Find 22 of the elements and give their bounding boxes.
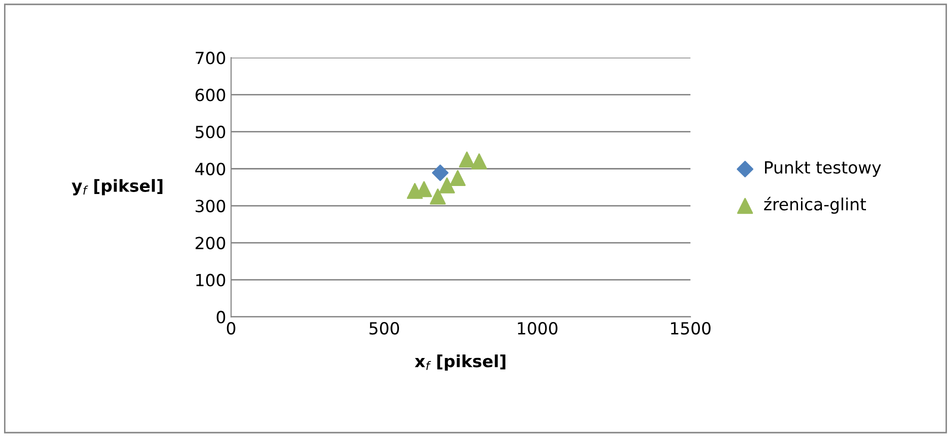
x-tick-label: 1000 (518, 322, 558, 335)
point (450, 170, 466, 186)
y-tick-label: 400 (195, 162, 226, 176)
y-axis-title: y$_{f}$ [piksel] (72, 179, 162, 196)
x-axis-title: x$_{f}$ [piksel] (414, 354, 506, 371)
y-tick-label: 0 (216, 310, 226, 324)
y-tick-label: 100 (196, 274, 226, 286)
y-tick-label: 500 (196, 126, 226, 138)
point (439, 177, 455, 194)
y-tick-label: 600 (196, 88, 226, 102)
point (432, 164, 449, 182)
legend-label: Punkt testowy (765, 160, 881, 177)
x-tick-label: 1500 (671, 322, 711, 335)
x-tick-label: 500 (370, 322, 400, 335)
y-tick-label: 200 (196, 236, 226, 250)
point (458, 152, 475, 168)
point (430, 188, 446, 204)
legend-label: źrenica-glint (764, 196, 866, 214)
point (471, 153, 488, 170)
x-tick-label: 0 (226, 322, 236, 335)
y-tick-label: 300 (196, 200, 226, 212)
y-tick-label: 700 (196, 52, 226, 64)
